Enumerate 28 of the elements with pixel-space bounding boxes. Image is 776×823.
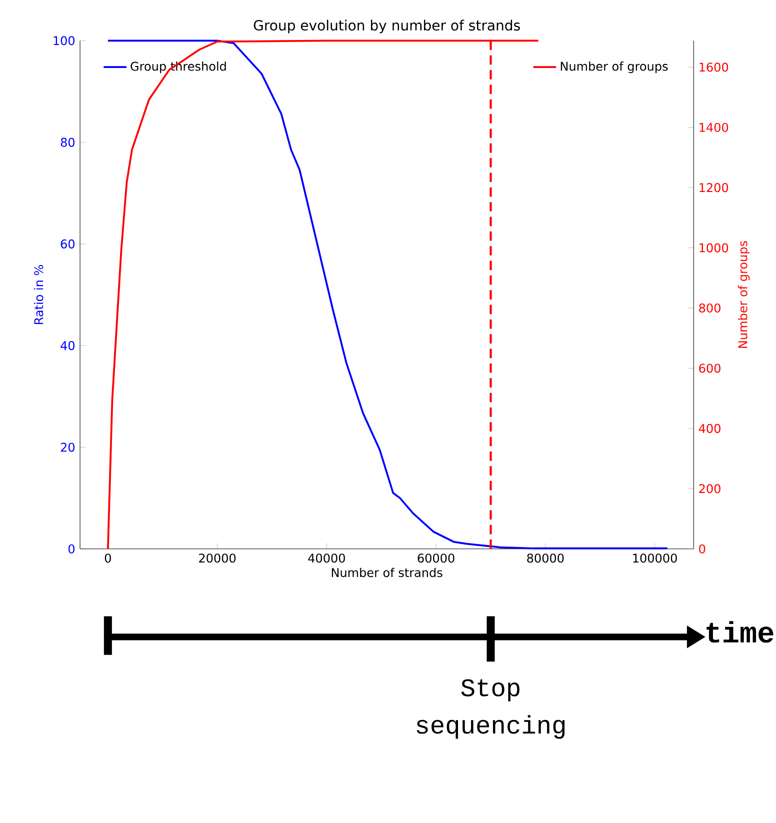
x-tick-label: 40000 bbox=[308, 554, 345, 563]
y2-tick-label: 400 bbox=[698, 424, 720, 433]
y2-tick-label: 200 bbox=[699, 484, 720, 494]
x-axis-title: Number of strands bbox=[332, 568, 442, 578]
y2-tick-label: 600 bbox=[699, 364, 720, 373]
y2-tick-label: 1400 bbox=[699, 122, 728, 132]
chart-title: Group evolution by number of strands bbox=[254, 20, 520, 34]
x-tick-label: 60000 bbox=[418, 554, 454, 563]
y-tick-label: 0 bbox=[68, 544, 74, 554]
x-tick-label: 80000 bbox=[526, 554, 564, 563]
x-tick-label: 100000 bbox=[633, 554, 677, 563]
legend-label: Number of groups bbox=[560, 62, 668, 74]
y2-tick-label: 1000 bbox=[699, 243, 728, 252]
y2-tick-label: 800 bbox=[698, 303, 720, 313]
x-tick-label: 0 bbox=[104, 554, 111, 563]
x-tick-label: 20000 bbox=[198, 554, 236, 563]
text: Stop sequencing bbox=[416, 679, 564, 739]
y-axis-title: Ratio in % bbox=[34, 265, 44, 324]
y-tick-label: 100 bbox=[54, 36, 74, 46]
y2-tick-label: 1200 bbox=[699, 183, 728, 192]
y-tick-label: 80 bbox=[60, 138, 74, 147]
y2-tick-label: 1600 bbox=[699, 62, 728, 72]
y-tick-label: 20 bbox=[60, 442, 74, 452]
y2-tick-label: 0 bbox=[698, 544, 706, 554]
y2-axis-title: Number of groups bbox=[738, 241, 750, 348]
text: time bbox=[706, 621, 774, 643]
y-tick-label: 60 bbox=[60, 239, 74, 248]
y-tick-label: 40 bbox=[60, 341, 74, 350]
